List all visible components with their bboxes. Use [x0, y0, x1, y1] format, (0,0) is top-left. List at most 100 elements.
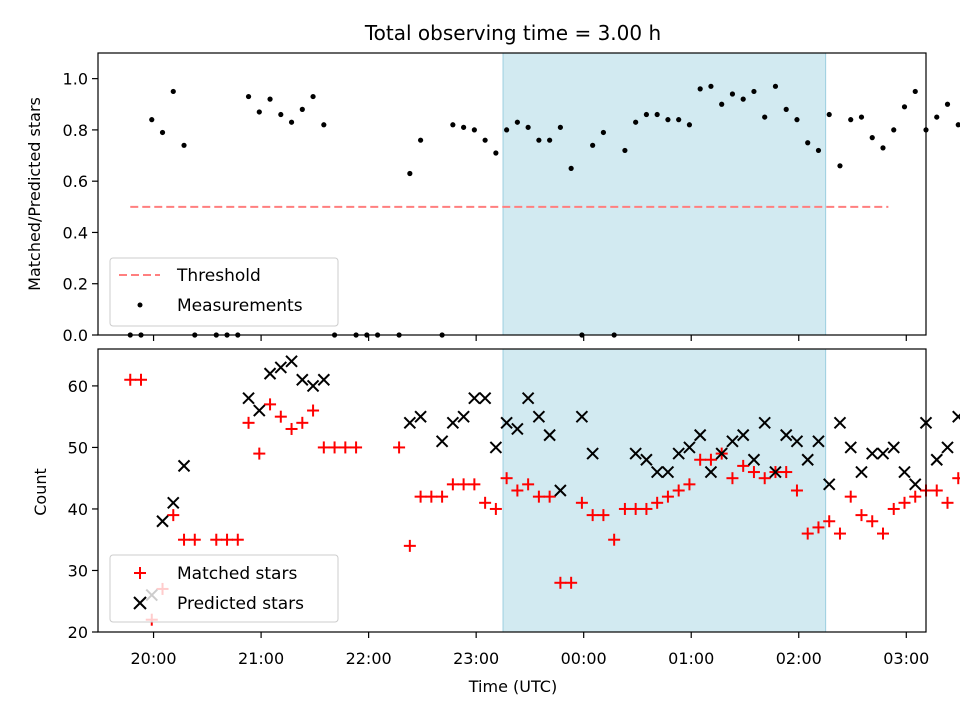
- bottom-y-axis-label: Count: [31, 468, 50, 516]
- y-tick-label: 60: [68, 377, 88, 396]
- measurement-point: [708, 83, 714, 89]
- predicted-star-point: [747, 453, 761, 466]
- x-tick-label: 20:00: [131, 649, 177, 668]
- predicted-star-point: [909, 478, 922, 491]
- predicted-star-point: [586, 447, 599, 460]
- predicted-star-point: [683, 441, 696, 454]
- x-tick-label: 03:00: [883, 649, 929, 668]
- matched-star-point: [124, 373, 137, 386]
- predicted-star-point: [758, 416, 771, 430]
- matched-star-point: [135, 373, 148, 386]
- predicted-star-point: [403, 416, 417, 430]
- top-panel: 0.0 0.2 0.4 0.6 0.8 1.0 Matched/Predicted sta…: [25, 52, 960, 345]
- y-tick-label: 0.2: [63, 275, 88, 294]
- measurement-point: [815, 147, 822, 154]
- measurement-point: [149, 117, 155, 123]
- top-y-ticks: 0.0 0.2 0.4 0.6 0.8 1.0: [63, 70, 98, 345]
- predicted-star-point: [866, 447, 879, 460]
- matched-star-point: [597, 509, 610, 522]
- measurement-points: [127, 83, 960, 338]
- matched-star-point: [296, 416, 309, 429]
- measurement-point: [622, 147, 628, 154]
- predicted-star-point: [629, 447, 642, 460]
- matched-star-point: [242, 416, 255, 429]
- bottom-y-ticks: 20 30 40 50 60: [68, 377, 98, 642]
- top-legend: Threshold Measurements: [109, 257, 339, 327]
- measurement-point: [654, 111, 660, 118]
- predicted-star-point: [511, 422, 524, 436]
- measurement-point: [955, 122, 960, 128]
- measurement-point: [676, 117, 682, 123]
- matched-star-point: [823, 515, 836, 528]
- matched-star-point: [909, 490, 922, 503]
- matched-star-point: [328, 441, 341, 454]
- measurement-point: [880, 145, 886, 151]
- matched-star-point: [543, 490, 556, 503]
- predicted-star-point: [446, 416, 460, 430]
- measurement-point: [159, 129, 166, 136]
- matched-star-point: [887, 502, 900, 515]
- y-tick-label: 20: [68, 623, 88, 642]
- bottom-x-ticks: 20:00 21:00 22:00 23:00 00:00 01:00 02:00 03:00: [131, 632, 929, 668]
- matched-star-point: [350, 441, 363, 454]
- predicted-star-point: [317, 373, 331, 386]
- matched-star-point: [704, 453, 717, 466]
- matched-star-point: [457, 478, 470, 491]
- measurement-point: [525, 124, 531, 130]
- x-tick-label: 02:00: [776, 649, 822, 668]
- matched-star-point: [446, 478, 459, 491]
- measurement-point: [697, 86, 703, 92]
- measurement-point: [245, 93, 252, 100]
- measurement-point: [837, 163, 843, 169]
- matched-star-point: [898, 496, 911, 509]
- y-tick-label: 0.8: [63, 121, 88, 140]
- measurement-point: [891, 127, 897, 133]
- predicted-star-point: [876, 447, 890, 460]
- measurement-point: [934, 114, 940, 120]
- measurement-point: [783, 106, 789, 112]
- bottom-axes-frame: [97, 348, 927, 633]
- matched-star-point: [221, 533, 234, 546]
- x-tick-label: 00:00: [561, 649, 607, 668]
- measurement-point: [751, 88, 757, 95]
- predicted-star-point: [736, 428, 750, 442]
- predicted-star-point: [661, 465, 675, 479]
- predicted-star-point: [844, 441, 857, 454]
- measurement-point: [590, 142, 596, 148]
- predicted-star-point: [650, 465, 664, 479]
- measurement-point: [557, 124, 563, 130]
- x-tick-label: 22:00: [346, 649, 392, 668]
- legend-predicted-label: Predicted stars: [177, 594, 304, 614]
- measurement-point: [858, 114, 865, 120]
- predicted-star-point: [500, 416, 513, 430]
- matched-star-point: [876, 527, 889, 540]
- predicted-star-point: [812, 435, 825, 448]
- matched-star-point: [941, 496, 954, 509]
- y-tick-label: 1.0: [63, 70, 88, 89]
- predicted-star-point: [543, 428, 556, 442]
- matched-star-point: [801, 527, 814, 540]
- predicted-star-point: [855, 465, 868, 479]
- predicted-star-point: [930, 453, 943, 466]
- measurement-point: [848, 117, 854, 123]
- matched-star-point: [317, 441, 330, 454]
- measurement-point: [310, 93, 316, 100]
- matched-star-point: [952, 472, 960, 485]
- measurement-point: [901, 104, 908, 110]
- matched-star-point: [500, 472, 513, 485]
- predicted-star-point: [167, 496, 180, 510]
- matched-star-point: [790, 484, 803, 497]
- predicted-star-point: [823, 478, 836, 491]
- bottom-shaded-span: [502, 348, 827, 633]
- top-axes-frame: [97, 52, 927, 336]
- matched-star-point: [210, 533, 223, 546]
- matched-star-point: [522, 478, 535, 491]
- matched-star-point: [575, 496, 588, 509]
- matched-star-point: [844, 490, 857, 503]
- matched-star-point: [812, 521, 825, 534]
- matched-star-point: [747, 466, 760, 479]
- measurement-point: [278, 111, 284, 118]
- legend-measurements-label: Measurements: [177, 296, 303, 316]
- matched-star-point: [414, 490, 427, 503]
- measurement-point: [461, 124, 467, 130]
